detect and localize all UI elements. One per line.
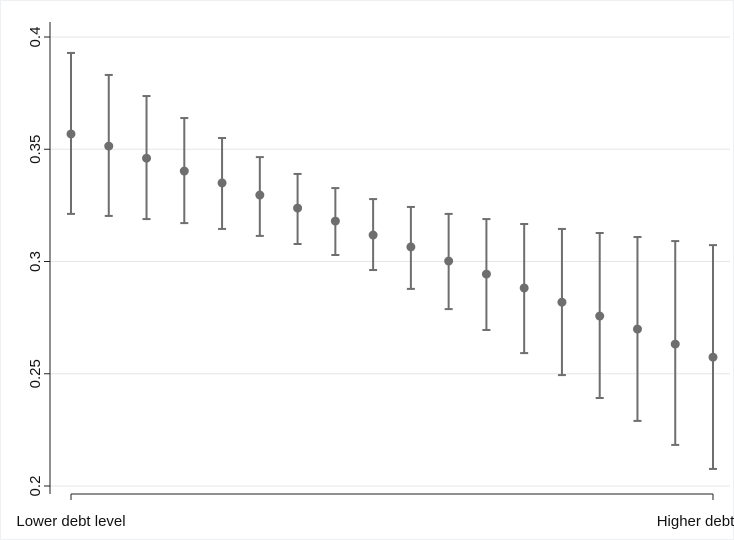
point <box>557 297 567 307</box>
y-tick-label: 0.25 <box>27 359 44 388</box>
point <box>708 352 718 362</box>
point <box>595 311 605 321</box>
point <box>66 129 76 139</box>
point <box>104 141 114 151</box>
point <box>179 166 189 176</box>
point <box>142 153 152 163</box>
point <box>632 324 642 334</box>
point <box>293 203 303 213</box>
point <box>406 242 416 252</box>
y-tick-label: 0.3 <box>27 251 44 272</box>
point <box>670 339 680 349</box>
point <box>368 230 378 240</box>
x-tick-label: Lower debt level <box>16 513 125 530</box>
point <box>217 178 227 188</box>
y-tick-label: 0.2 <box>27 476 44 497</box>
point <box>255 190 265 200</box>
point <box>519 283 529 293</box>
point <box>330 216 340 226</box>
point <box>481 269 491 279</box>
point <box>444 256 454 266</box>
y-tick-label: 0.4 <box>27 27 44 48</box>
x-tick-label: Higher debt level <box>657 513 734 530</box>
y-tick-label: 0.35 <box>27 135 44 164</box>
